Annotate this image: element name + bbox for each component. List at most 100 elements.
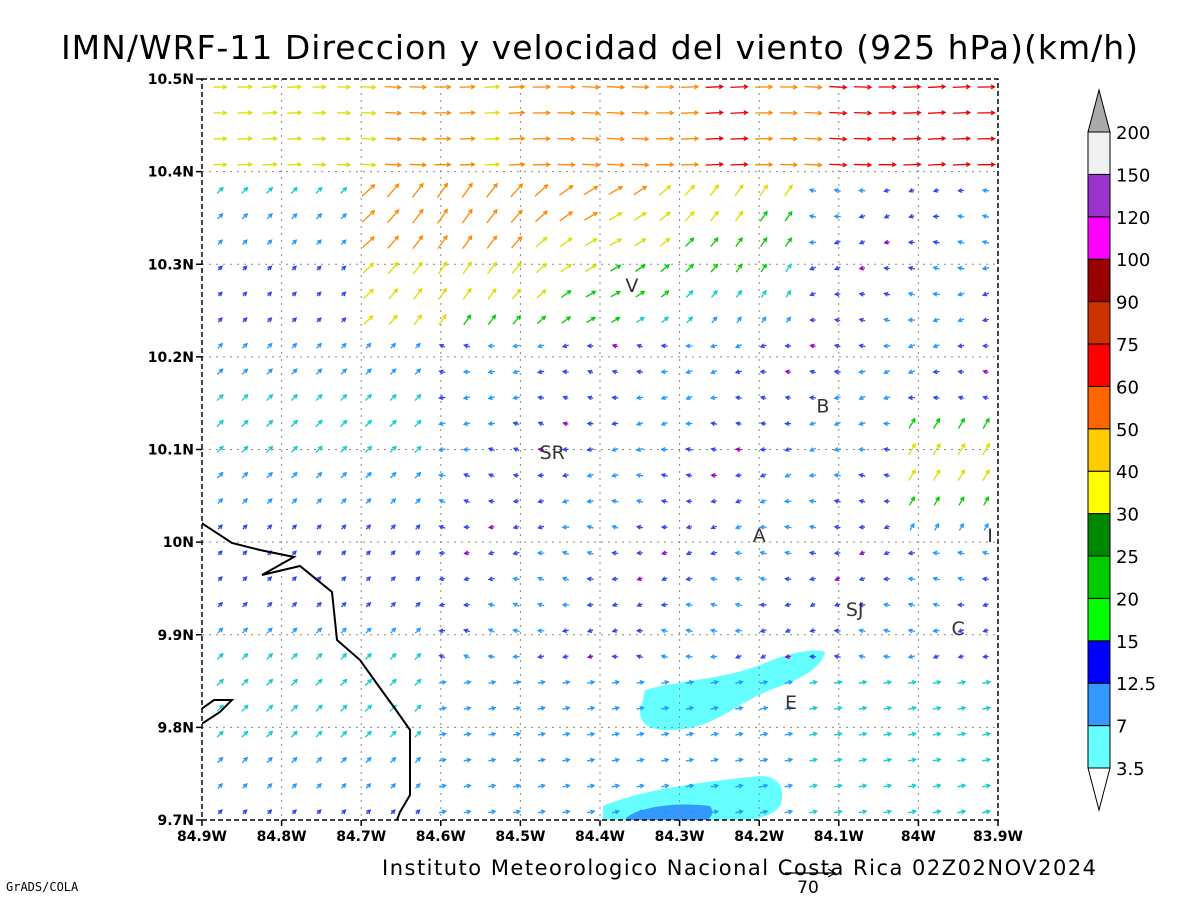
wind-arrow [858, 395, 866, 400]
wind-arrow [385, 110, 403, 116]
wind-arrow [510, 183, 524, 198]
wind-arrow [784, 809, 794, 815]
wind-arrow [982, 369, 989, 375]
wind-arrow [291, 317, 298, 323]
wind-arrow [956, 602, 965, 608]
wind-arrow [883, 783, 893, 789]
wind-arrow [241, 704, 249, 712]
wind-arrow [833, 757, 843, 763]
wind-arrow [513, 705, 522, 711]
wind-arrow [685, 680, 695, 685]
wind-arrow [982, 654, 989, 660]
wind-arrow [415, 783, 421, 789]
wind-arrow [957, 731, 967, 737]
wind-arrow [804, 162, 823, 168]
wind-arrow [957, 679, 967, 685]
x-tick-label: 83.9W [973, 829, 1023, 845]
wind-arrow [290, 730, 298, 738]
wind-arrow [759, 343, 767, 349]
wind-arrow [586, 498, 594, 504]
wind-arrow [488, 705, 497, 711]
wind-arrow [560, 289, 572, 299]
wind-arrow [340, 445, 348, 453]
wind-arrow [883, 447, 891, 453]
wind-arrow [389, 730, 397, 738]
wind-arrow [463, 783, 472, 789]
wind-arrow [217, 291, 223, 297]
wind-arrow [883, 550, 890, 556]
wind-arrow [785, 263, 792, 273]
wind-arrow [981, 291, 990, 297]
wind-arrow [609, 238, 623, 247]
wind-arrow [609, 264, 622, 272]
wind-arrow [337, 110, 352, 116]
wind-arrow [560, 263, 573, 273]
wind-arrow [216, 445, 224, 453]
wind-arrow [559, 211, 574, 222]
wind-arrow [241, 756, 249, 764]
colorbar-label: 50 [1116, 420, 1139, 441]
wind-arrow [316, 550, 322, 556]
wind-arrow [582, 84, 601, 90]
wind-arrow [784, 343, 792, 349]
wind-arrow [684, 210, 695, 222]
x-tick-label: 84.5W [495, 829, 545, 845]
wind-arrow [883, 239, 890, 245]
colorbar-segment [1087, 343, 1111, 387]
wind-arrow [882, 317, 891, 323]
wind-arrow [685, 369, 693, 375]
wind-arrow [685, 447, 693, 452]
wind-arrow [316, 498, 323, 505]
colorbar-label: 3.5 [1116, 759, 1145, 780]
wind-arrow [586, 421, 594, 427]
wind-arrow [267, 576, 273, 582]
wind-arrow [512, 498, 520, 504]
x-tick-label: 84.2W [734, 829, 784, 845]
wind-arrow [216, 704, 224, 712]
wind-arrow [363, 315, 374, 325]
colorbar-label: 60 [1116, 377, 1139, 398]
wind-arrow [710, 524, 717, 530]
wind-arrow [631, 162, 650, 168]
wind-arrow [434, 110, 452, 116]
wind-arrow [412, 235, 424, 250]
wind-arrow [635, 395, 644, 401]
wind-arrow [932, 291, 940, 297]
wind-arrow [680, 110, 700, 116]
wind-arrow [981, 550, 990, 556]
wind-arrow [487, 602, 495, 608]
wind-arrow [710, 705, 720, 711]
colorbar-label: 100 [1116, 250, 1150, 271]
wind-arrow [711, 316, 718, 324]
wind-arrow [660, 524, 668, 530]
wind-arrow [340, 393, 348, 402]
wind-arrow [907, 317, 915, 323]
wind-arrow [734, 576, 743, 582]
wind-arrow [241, 213, 249, 220]
wind-arrow [438, 499, 446, 504]
wind-arrow [610, 472, 619, 478]
wind-arrow [290, 186, 298, 194]
wind-arrow [582, 110, 601, 116]
wind-arrow [291, 498, 298, 505]
wind-arrow [705, 136, 725, 142]
wind-arrow [364, 678, 373, 686]
wind-arrow [710, 447, 717, 453]
wind-arrow [217, 627, 224, 634]
wind-arrow [735, 263, 743, 273]
wind-arrow [907, 705, 917, 711]
wind-arrow [409, 110, 428, 116]
wind-arrow [512, 369, 520, 375]
wind-arrow [685, 809, 695, 815]
wind-arrow [484, 110, 501, 116]
wind-arrow [808, 214, 817, 219]
wind-arrow [487, 576, 495, 582]
wind-arrow [287, 136, 303, 142]
wind-arrow [414, 756, 422, 764]
wind-arrow [809, 265, 817, 271]
wind-arrow [266, 393, 274, 402]
wind-arrow [932, 757, 942, 763]
wind-arrow [291, 239, 298, 245]
wind-arrow [512, 602, 520, 608]
wind-arrow [928, 136, 947, 142]
